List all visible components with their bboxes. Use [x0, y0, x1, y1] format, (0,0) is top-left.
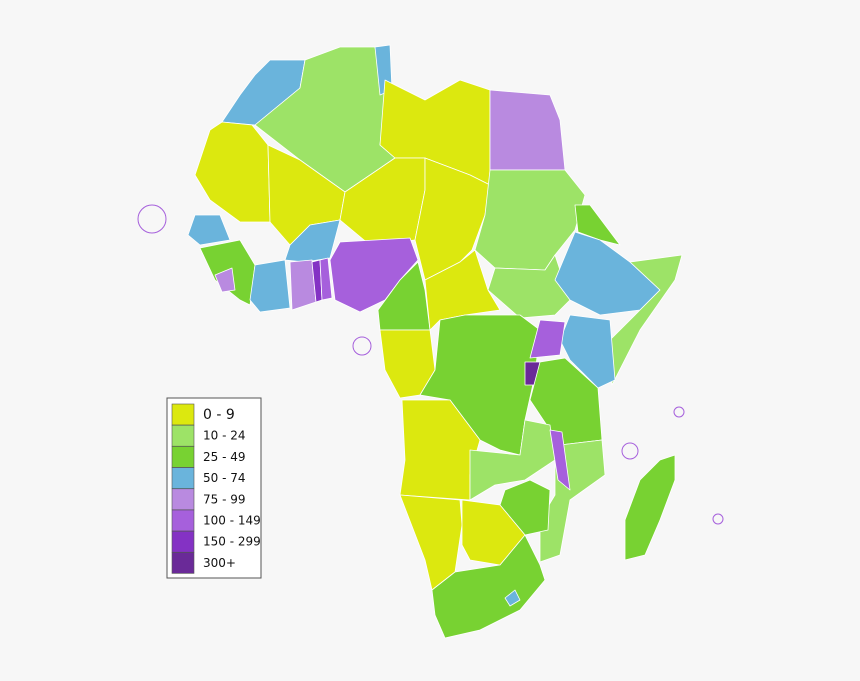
country [194, 121, 271, 223]
legend-label: 75 - 99 [203, 492, 246, 506]
country [214, 267, 236, 293]
island-circle [137, 204, 167, 234]
countries [187, 44, 683, 639]
country [489, 89, 566, 171]
legend-label: 25 - 49 [203, 450, 246, 464]
country [319, 257, 333, 301]
legend-label: 50 - 74 [203, 471, 246, 485]
country [504, 589, 521, 607]
legend-swatch [171, 446, 195, 468]
legend-label: 10 - 24 [203, 429, 246, 443]
legend-swatch [171, 552, 195, 574]
country [289, 259, 317, 311]
country [549, 429, 571, 491]
island-circle [621, 442, 639, 460]
country [249, 259, 291, 313]
legend-swatch [171, 530, 195, 553]
island-circle [352, 336, 372, 356]
legend-label: 0 - 9 [203, 407, 235, 423]
country [609, 254, 683, 386]
country [624, 454, 676, 561]
legend-label: 300+ [203, 556, 236, 570]
legend: 0 - 9 10 - 24 25 - 49 50 - 74 75 - 99 100 - 1… [171, 403, 261, 574]
island-circle [673, 406, 685, 418]
islands [137, 204, 724, 525]
country [431, 534, 546, 639]
country [469, 419, 556, 501]
country [574, 204, 621, 246]
legend-label: 150 - 299 [203, 535, 261, 549]
country [424, 249, 501, 331]
legend-label: 100 - 149 [203, 514, 261, 528]
country [414, 157, 491, 281]
legend-swatch [171, 467, 195, 489]
legend-swatch [171, 424, 195, 447]
island-circle [712, 513, 724, 525]
country [487, 254, 571, 319]
legend-swatch [171, 509, 195, 532]
legend-swatch [171, 403, 195, 426]
country [529, 319, 566, 359]
country [187, 214, 231, 246]
legend-swatch [171, 488, 195, 511]
